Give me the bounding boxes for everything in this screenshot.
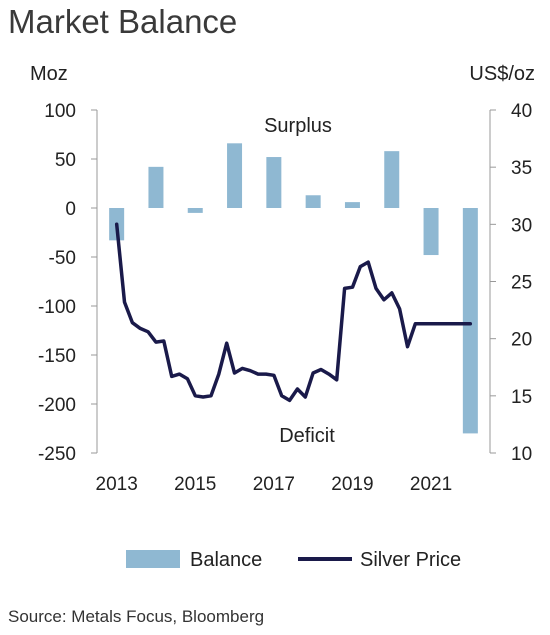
left-tick-label: 50 [55,150,76,171]
silver-price-point [351,286,354,288]
silver-price-point [171,375,173,377]
silver-price-point [202,396,204,398]
right-tick-label: 35 [511,158,532,179]
right-tick-label: 40 [511,101,532,122]
right-axis: 40 35 30 25 20 15 10 [489,101,532,465]
balance-bar [305,195,321,208]
silver-price-point [194,395,196,397]
silver-price-point [273,374,275,376]
balance-bar [187,208,203,213]
x-tick-label: 2015 [174,474,216,495]
x-tick-label: 2017 [253,474,295,495]
left-tick-label: 100 [44,101,76,122]
right-tick-label: 10 [511,444,532,465]
silver-price-point [430,323,432,325]
balance-bar [344,202,360,208]
silver-price-point [186,378,188,380]
silver-price-point [123,301,126,303]
left-tick-label: -200 [38,395,76,416]
right-axis-unit: US$/oz [469,63,535,85]
silver-price-point [328,373,330,375]
silver-price-point [375,287,377,289]
silver-price-point [147,331,149,333]
silver-price-point [178,373,181,375]
silver-price-point [359,266,361,268]
silver-price-point [139,327,141,329]
silver-price-point [131,322,133,324]
silver-price-point [391,292,393,294]
left-axis-unit: Moz [30,63,68,85]
silver-price-point [414,323,416,325]
balance-bar [384,151,400,208]
right-tick-label: 25 [511,273,532,294]
left-tick-label: -50 [49,248,76,269]
source-note: Source: Metals Focus, Bloomberg [8,607,264,626]
silver-price-point [296,388,299,390]
silver-price-point [438,323,440,325]
silver-price-point [336,379,338,381]
balance-bar [462,208,478,434]
silver-price-point [312,372,314,374]
deficit-label: Deficit [279,425,335,447]
left-tick-label: -250 [38,444,76,465]
silver-price-point [304,396,306,398]
silver-price-point [343,287,346,289]
silver-price-point [446,323,448,325]
balance-bar [423,208,439,256]
silver-price-point [233,372,236,374]
legend: Balance Silver Price [126,549,461,571]
balance-bar [227,143,243,208]
silver-price-point [265,373,267,375]
legend-silver-price-label: Silver Price [360,549,461,571]
silver-price-line [114,222,473,403]
chart-title: Market Balance [8,3,237,40]
balance-bars [109,143,478,434]
legend-balance-label: Balance [190,549,262,571]
silver-price-point [226,342,228,344]
right-tick-label: 20 [511,330,532,351]
silver-price-point [241,367,244,369]
balance-bar [148,166,164,208]
silver-price-point [116,223,118,225]
silver-price-point [422,323,424,325]
left-axis: 100 50 0 -50 -100 -150 -200 -250 [38,101,98,465]
silver-price-line-group [114,222,473,403]
silver-price-point [218,373,220,375]
x-tick-label: 2013 [96,474,138,495]
left-tick-label: -150 [38,346,76,367]
silver-price-point [249,370,251,372]
silver-price-point [461,323,464,325]
surplus-label: Surplus [264,115,332,137]
left-tick-label: 0 [65,199,76,220]
silver-price-point [383,299,385,301]
balance-bar [266,157,282,208]
silver-price-point [320,368,322,371]
right-tick-label: 15 [511,387,532,408]
silver-price-point [163,340,165,342]
x-tick-label: 2021 [410,474,452,495]
silver-price-point [399,308,401,310]
silver-price-point [288,399,291,402]
left-tick-label: -100 [38,297,76,318]
silver-price-point [469,323,471,325]
silver-price-point [406,346,409,348]
silver-price-point [281,395,283,397]
silver-price-point [454,323,456,325]
silver-price-point [367,261,369,263]
silver-price-point [257,373,259,375]
x-axis: 2013 2015 2017 2019 2021 [96,474,453,495]
silver-price-point [210,395,212,397]
x-tick-label: 2019 [331,474,373,495]
silver-price-point [155,341,157,343]
legend-balance-swatch [126,550,180,568]
right-tick-label: 30 [511,215,532,236]
